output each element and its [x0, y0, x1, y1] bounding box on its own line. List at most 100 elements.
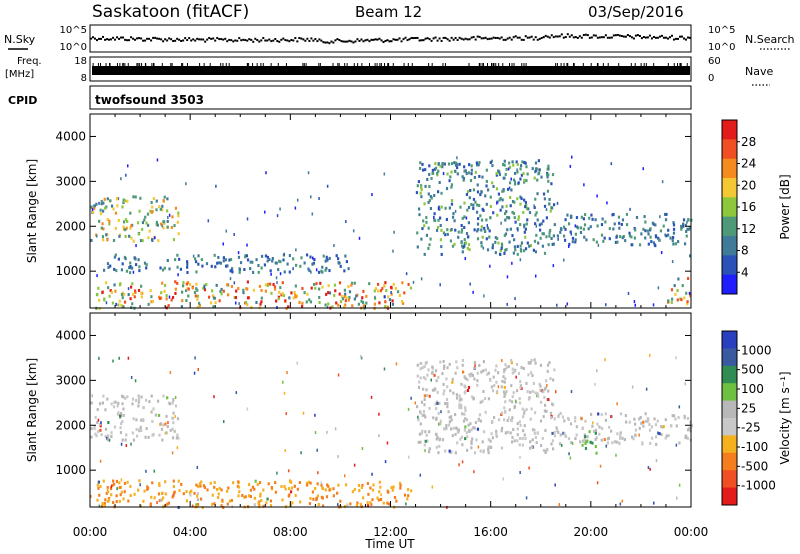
echo-cell	[547, 398, 550, 402]
echo-cell	[254, 479, 257, 483]
noise-sample	[92, 36, 95, 39]
echo-cell	[546, 173, 549, 177]
echo-cell	[99, 484, 102, 488]
echo-cell	[500, 426, 504, 430]
echo-cell	[505, 209, 508, 213]
noise-sample	[618, 34, 621, 37]
echo-cell	[90, 238, 93, 242]
freq-sample	[602, 63, 604, 66]
echo-cell	[421, 168, 425, 172]
echo-cell	[424, 184, 427, 188]
echo-cell	[326, 184, 329, 188]
echo-cell	[106, 486, 109, 490]
echo-cell	[321, 486, 324, 490]
echo-cell	[188, 282, 192, 286]
echo-cell	[543, 197, 546, 201]
echo-cell	[166, 197, 169, 201]
echo-cell	[120, 303, 123, 307]
echo-cell	[451, 215, 455, 219]
echo-cell	[311, 490, 315, 494]
echo-cell	[461, 175, 464, 179]
echo-cell	[582, 439, 585, 443]
echo-cell	[196, 494, 199, 498]
echo-cell	[514, 248, 517, 252]
echo-cell	[421, 429, 424, 433]
echo-cell	[196, 288, 199, 292]
echo-cell	[164, 480, 167, 484]
echo-cell	[403, 493, 407, 497]
echo-cell	[312, 261, 316, 265]
noise-sample	[146, 37, 149, 40]
echo-cell	[193, 491, 196, 495]
echo-cell	[547, 389, 550, 393]
noise-sample	[176, 37, 179, 40]
echo-cell	[218, 261, 221, 265]
echo-cell	[167, 401, 171, 405]
noise-sample	[534, 36, 537, 39]
echo-cell	[511, 200, 515, 204]
echo-cell	[222, 242, 224, 246]
freq-sample	[513, 63, 515, 66]
echo-cell	[470, 372, 473, 376]
echo-cell	[264, 283, 267, 287]
echo-cell	[596, 369, 598, 373]
echo-cell	[597, 243, 600, 247]
echo-cell	[347, 298, 350, 302]
noise-tick-bottom: 10^0	[60, 42, 87, 53]
echo-cell	[173, 429, 176, 433]
echo-cell	[680, 227, 683, 231]
echo-cell	[649, 235, 652, 239]
echo-cell	[115, 302, 117, 306]
echo-cell	[428, 184, 431, 188]
echo-cell	[247, 494, 251, 498]
echo-cell	[463, 226, 466, 230]
noise-sample	[564, 36, 567, 39]
echo-cell	[634, 303, 637, 307]
echo-cell	[505, 365, 508, 369]
echo-cell	[307, 480, 310, 484]
noise-sample	[684, 38, 687, 41]
echo-cell	[528, 244, 531, 248]
noise-sample	[610, 36, 613, 39]
freq-sample	[643, 63, 645, 66]
freq-sample	[105, 63, 107, 66]
echo-cell	[576, 225, 579, 229]
echo-cell	[525, 496, 528, 500]
echo-cell	[162, 226, 165, 230]
echo-cell	[125, 444, 128, 448]
echo-cell	[185, 282, 188, 286]
echo-cell	[685, 229, 688, 233]
echo-cell	[249, 267, 252, 271]
echo-cell	[282, 258, 285, 262]
echo-cell	[448, 415, 451, 419]
echo-cell	[427, 450, 431, 454]
noise-sample	[162, 40, 165, 43]
noise-right-tick-bottom: 10^0	[708, 42, 735, 53]
echo-cell	[672, 414, 676, 418]
echo-cell	[390, 292, 393, 296]
echo-cell	[473, 366, 477, 370]
noise-sample	[488, 37, 491, 40]
noise-sample	[446, 38, 449, 41]
echo-cell	[505, 247, 508, 251]
noise-sample	[470, 36, 473, 39]
echo-cell	[584, 419, 587, 423]
echo-cell	[185, 490, 188, 494]
echo-cell	[256, 483, 259, 487]
echo-cell	[547, 164, 550, 168]
echo-cell	[449, 389, 452, 393]
echo-cell	[539, 384, 542, 388]
echo-cell	[523, 230, 526, 234]
echo-cell	[497, 418, 501, 422]
echo-cell	[306, 292, 309, 296]
echo-cell	[119, 422, 123, 426]
echo-cell	[333, 283, 337, 287]
noise-sample	[596, 36, 599, 39]
echo-cell	[353, 487, 356, 491]
echo-cell	[616, 432, 619, 436]
echo-cell	[143, 218, 146, 222]
echo-cell	[239, 261, 243, 265]
echo-cell	[470, 440, 473, 444]
noise-sample	[378, 37, 381, 40]
echo-cell	[561, 415, 565, 419]
